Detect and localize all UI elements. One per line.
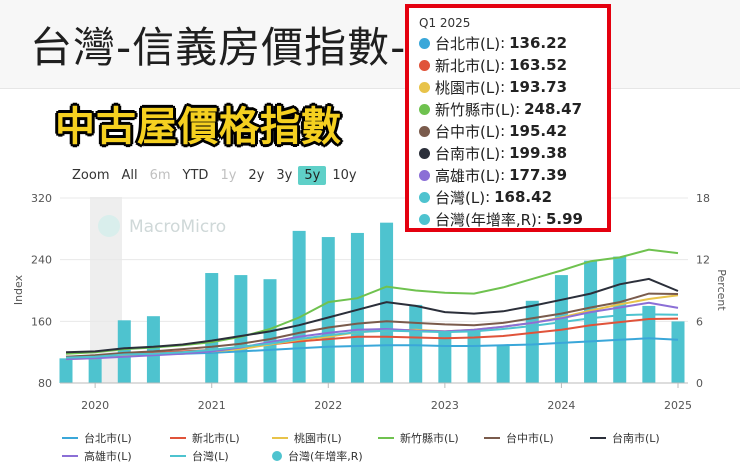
tooltip-series-value: 177.39 [509,166,568,184]
tooltip-row: 新竹縣市(L):248.47 [419,98,597,120]
legend-item[interactable]: 台灣(年增率,R) [272,448,363,464]
tooltip-series-name: 新竹縣市(L) [435,100,516,119]
legend-line-icon [272,437,288,439]
tooltip-series-name: 台灣(年增率,R) [435,210,537,229]
series-dot-icon [419,213,430,225]
tooltip-row: 桃園市(L):193.73 [419,76,597,98]
zoom-bar: Zoom All 6m YTD 1y 2y 3y 5y 10y [66,166,363,185]
legend-label: 台灣(年增率,R) [288,450,363,463]
tooltip-row: 台南市(L):199.38 [419,142,597,164]
tooltip-panel: Q1 2025 台北市(L):136.22 新北市(L):163.52 桃園市(… [405,4,611,232]
legend-label: 台北市(L) [84,432,132,445]
tooltip-row: 高雄市(L):177.39 [419,164,597,186]
tooltip-series-value: 195.42 [509,122,568,140]
zoom-button-3y[interactable]: 3y [276,168,293,183]
legend-item[interactable]: 台中市(L) [484,430,554,446]
legend-label: 桃園市(L) [294,432,342,445]
tooltip-series-value: 5.99 [545,210,583,228]
zoom-button-5y[interactable]: 5y [298,166,327,185]
legend-line-icon [590,437,606,439]
tooltip-series-name: 台中市(L) [435,122,501,141]
tooltip-series-name: 桃園市(L) [435,78,501,97]
page-title: 台灣-信義房價指數- [30,23,407,72]
tooltip-series-value: 193.73 [509,78,568,96]
banner-caption: 中古屋價格指數 [55,104,342,150]
series-dot-icon [419,103,430,115]
series-dot-icon [419,37,430,49]
legend-item[interactable]: 高雄市(L) [62,448,132,464]
tooltip-row: 台中市(L):195.42 [419,120,597,142]
zoom-button-1y: 1y [220,168,237,183]
tooltip-row: 台灣(L):168.42 [419,186,597,208]
legend-item[interactable]: 台北市(L) [62,430,132,446]
legend-line-icon [170,455,186,457]
legend-item[interactable]: 新北市(L) [170,430,240,446]
zoom-button-6m: 6m [149,168,171,183]
tooltip-series-name: 台灣(L) [435,188,486,207]
zoom-button-10y[interactable]: 10y [332,168,357,183]
tooltip-series-name: 台北市(L) [435,34,501,53]
legend-label: 台中市(L) [506,432,554,445]
series-dot-icon [419,81,430,93]
zoom-button-all[interactable]: All [121,168,138,183]
tooltip-series-value: 168.42 [494,188,553,206]
legend-label: 新竹縣市(L) [400,432,459,445]
series-dot-icon [419,59,430,71]
top-bar: 台灣-信義房價指數- [0,0,740,89]
legend-item[interactable]: 台南市(L) [590,430,660,446]
chart-card [0,155,740,466]
legend-label: 台灣(L) [192,450,229,463]
chart-legend: 台北市(L) 新北市(L) 桃園市(L) 新竹縣市(L) 台中市(L) 台南市(… [0,426,740,466]
legend-label: 高雄市(L) [84,450,132,463]
legend-label: 新北市(L) [192,432,240,445]
zoom-button-2y[interactable]: 2y [248,168,265,183]
zoom-label: Zoom [72,168,110,183]
series-dot-icon [419,191,430,203]
tooltip-row: 台灣(年增率,R):5.99 [419,208,597,230]
legend-item[interactable]: 桃園市(L) [272,430,342,446]
tooltip-series-name: 台南市(L) [435,144,501,163]
legend-line-icon [62,455,78,457]
tooltip-series-value: 136.22 [509,34,568,52]
legend-dot-icon [272,451,282,461]
zoom-button-ytd[interactable]: YTD [182,168,209,183]
tooltip-row: 台北市(L):136.22 [419,32,597,54]
tooltip-series-value: 199.38 [509,144,568,162]
legend-line-icon [62,437,78,439]
legend-label: 台南市(L) [612,432,660,445]
series-dot-icon [419,125,430,137]
tooltip-series-value: 163.52 [509,56,568,74]
legend-line-icon [484,437,500,439]
legend-line-icon [378,437,394,439]
legend-line-icon [170,437,186,439]
tooltip-header: Q1 2025 [419,16,471,30]
tooltip-series-value: 248.47 [524,100,583,118]
tooltip-row: 新北市(L):163.52 [419,54,597,76]
tooltip-series-name: 高雄市(L) [435,166,501,185]
tooltip-series-name: 新北市(L) [435,56,501,75]
legend-item[interactable]: 新竹縣市(L) [378,430,459,446]
series-dot-icon [419,147,430,159]
legend-item[interactable]: 台灣(L) [170,448,229,464]
series-dot-icon [419,169,430,181]
